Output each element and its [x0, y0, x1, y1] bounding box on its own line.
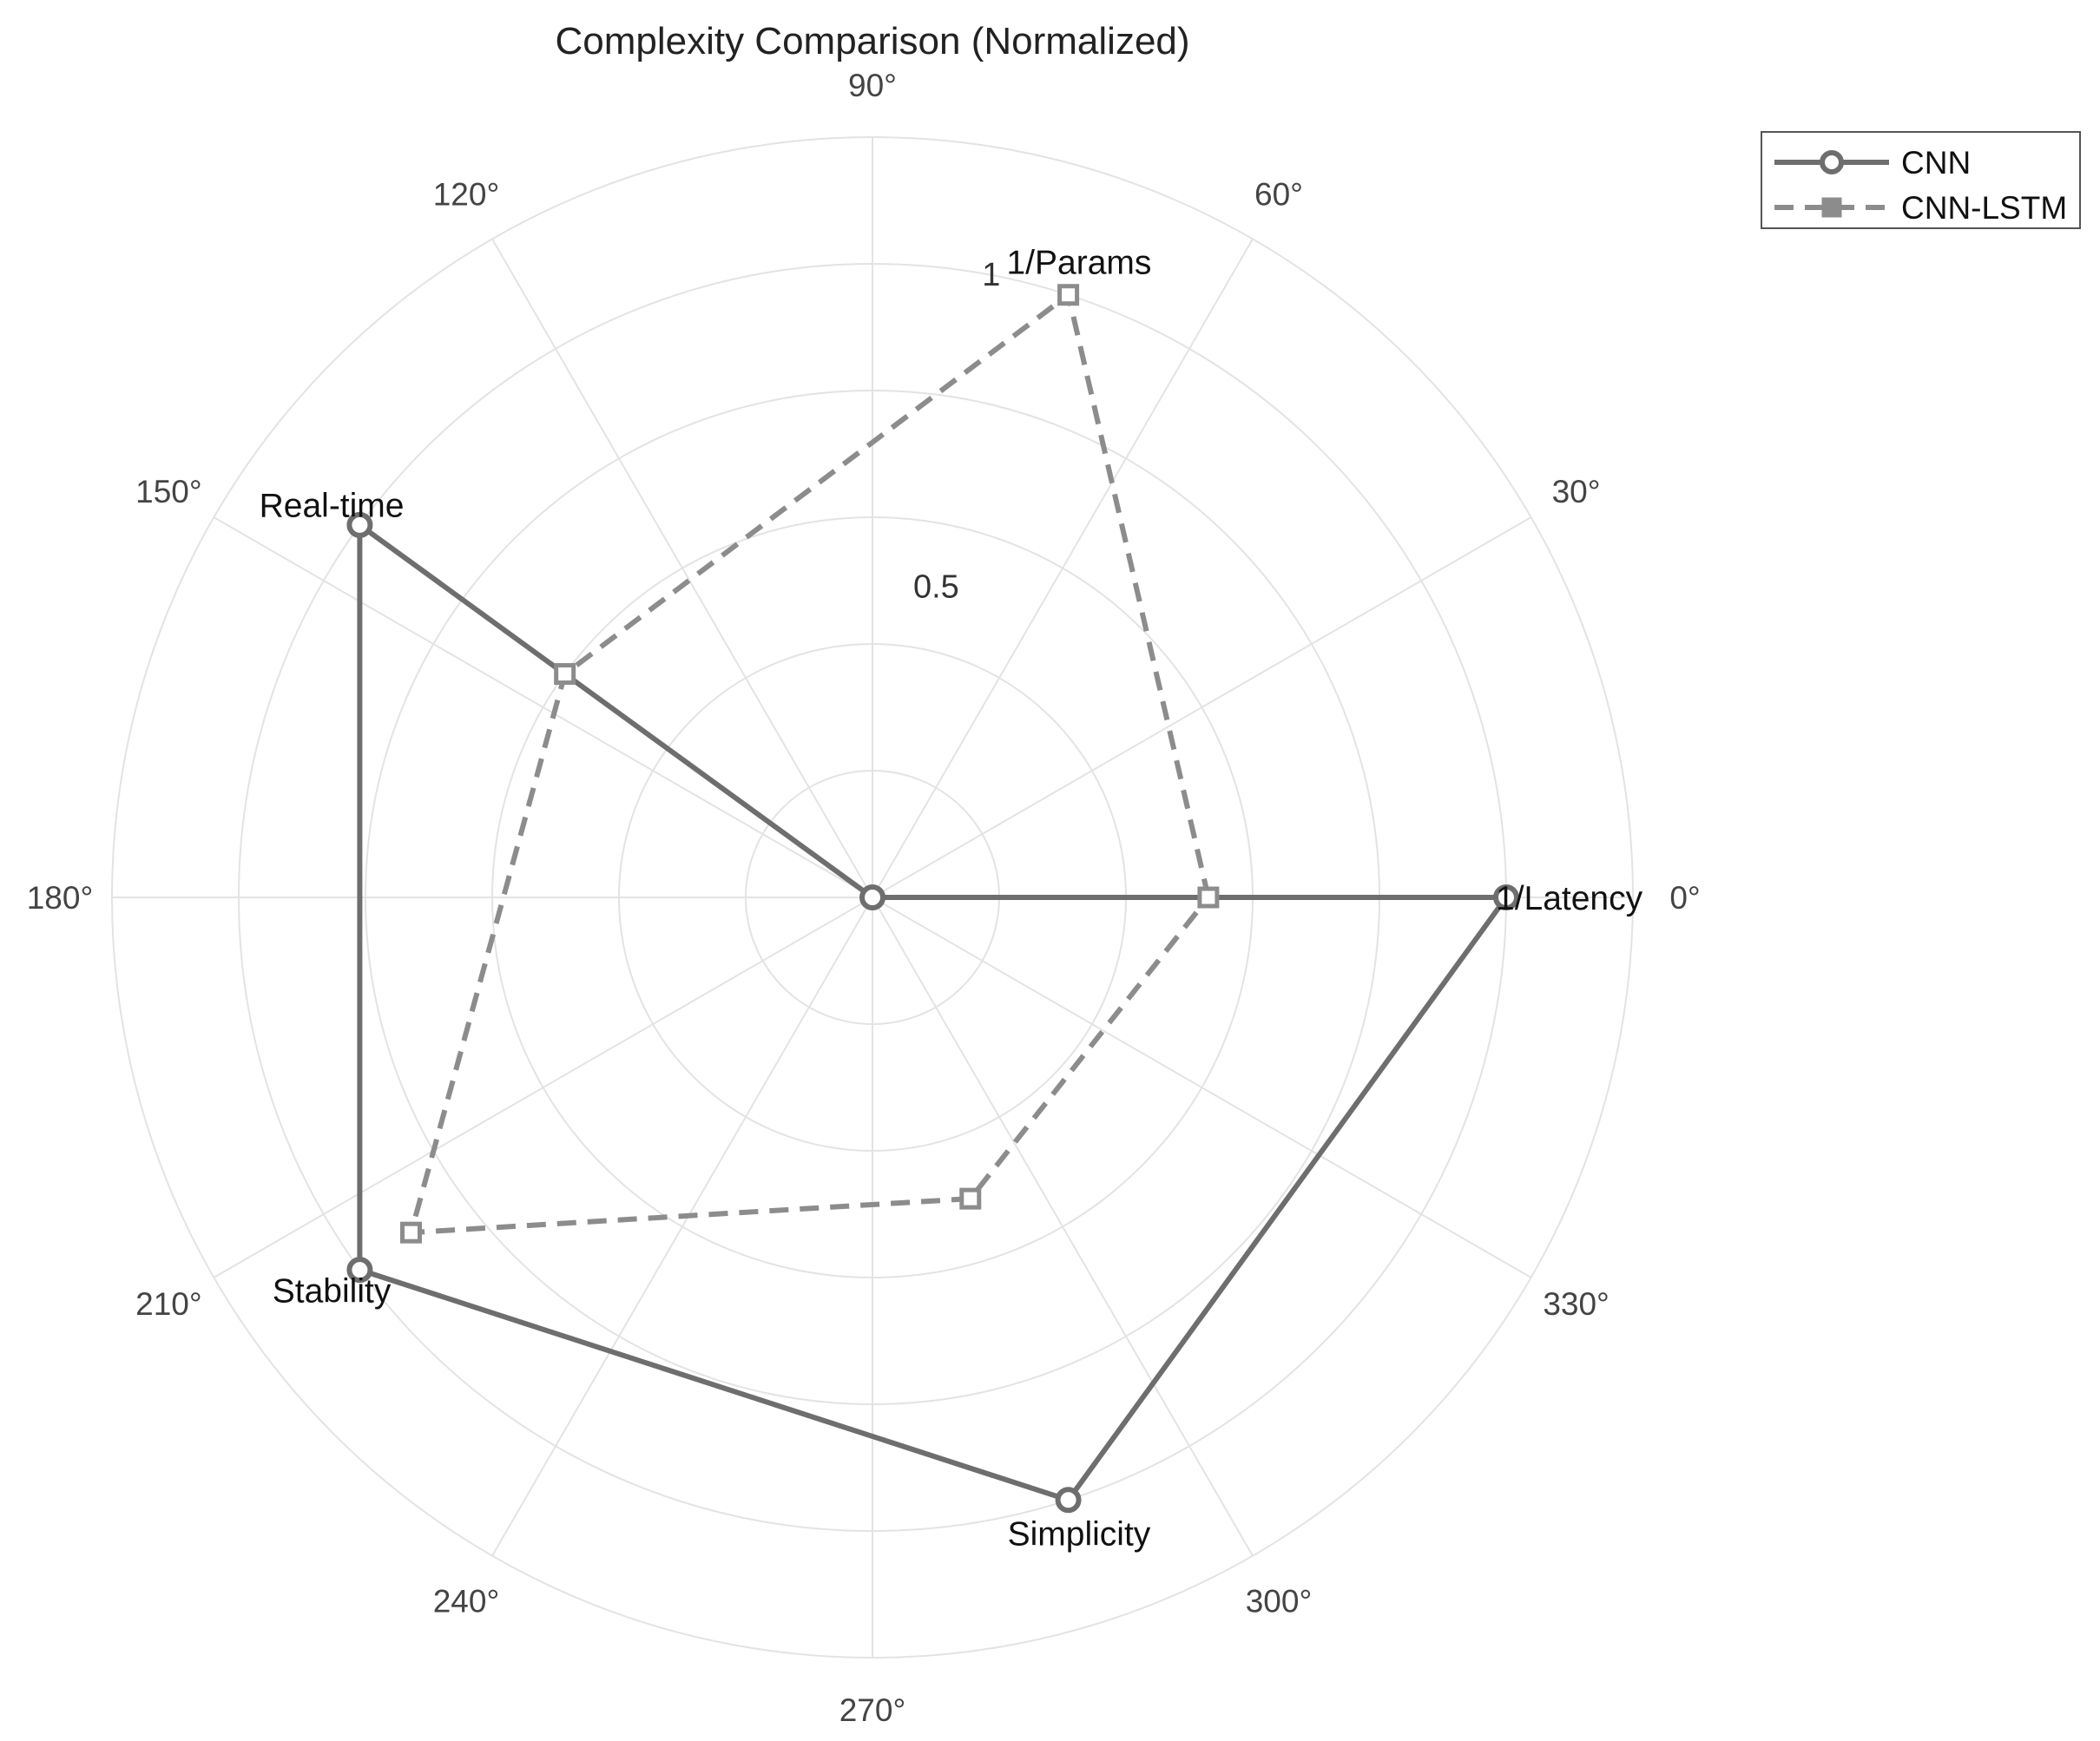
series-point-square [959, 1187, 982, 1210]
angle-tick-labels: 0° 30° 60° 90° 120° 150° 180° 210° 240° 270° 300° 3… [27, 68, 1701, 1728]
series-point-circle [346, 511, 373, 538]
radial-tick-labels: 0.51 [913, 257, 1000, 605]
angle-tick-label: 150° [135, 474, 202, 509]
data-series [346, 284, 1519, 1514]
series-point-square [1197, 886, 1220, 909]
legend-marker-square [1821, 197, 1842, 218]
category-labels: 1/Latency 1/Params Real-time Stability Simpl… [260, 245, 1643, 1554]
category-label: Stability [273, 1273, 392, 1311]
angle-tick-label: 300° [1246, 1584, 1313, 1619]
angle-tick-label: 60° [1254, 176, 1303, 212]
grid-spoke [872, 238, 1254, 898]
legend-frame [1761, 131, 2081, 229]
series-line-cnn [357, 522, 1509, 1503]
grid-spoke [213, 516, 873, 898]
grid-spoke [872, 516, 1532, 898]
series-point-square [1057, 284, 1080, 306]
angle-tick-label: 270° [839, 1692, 906, 1728]
angle-tick-label: 240° [433, 1584, 500, 1619]
series-point-circle [859, 884, 885, 910]
category-label: Real-time [260, 487, 405, 524]
grid-spoke [872, 897, 1532, 1278]
series-point-circle [1055, 1487, 1082, 1514]
legend-marker-circle [1820, 150, 1844, 174]
angle-tick-label: 330° [1543, 1286, 1610, 1322]
angle-tick-label: 30° [1552, 474, 1601, 509]
radial-tick-label: 1 [982, 257, 1000, 293]
series-point-circle [1493, 884, 1519, 910]
angle-tick-label: 180° [27, 880, 94, 916]
legend-items: CNN CNN-LSTM [1774, 145, 2067, 226]
category-label: 1/Latency [1496, 880, 1643, 917]
grid-spoke [213, 897, 873, 1278]
legend-label: CNN [1901, 145, 1971, 181]
chart-title: Complexity Comparison (Normalized) [555, 20, 1189, 62]
series-point-square [554, 663, 576, 686]
angle-tick-label: 120° [433, 176, 500, 212]
legend: CNN CNN-LSTM [1761, 131, 2081, 229]
angle-tick-label: 90° [848, 68, 897, 103]
grid-spoke [872, 897, 1254, 1557]
series-point-circle [346, 1257, 373, 1284]
grid-spoke [491, 897, 873, 1557]
angle-tick-label: 210° [135, 1286, 202, 1322]
category-label: Simplicity [1008, 1515, 1151, 1553]
angle-tick-label: 0° [1669, 880, 1700, 916]
series-point-square [399, 1221, 422, 1244]
category-label: 1/Params [1006, 245, 1151, 282]
legend-label: CNN-LSTM [1901, 190, 2067, 226]
grid-spoke [491, 238, 873, 898]
radial-tick-label: 0.5 [913, 569, 959, 606]
